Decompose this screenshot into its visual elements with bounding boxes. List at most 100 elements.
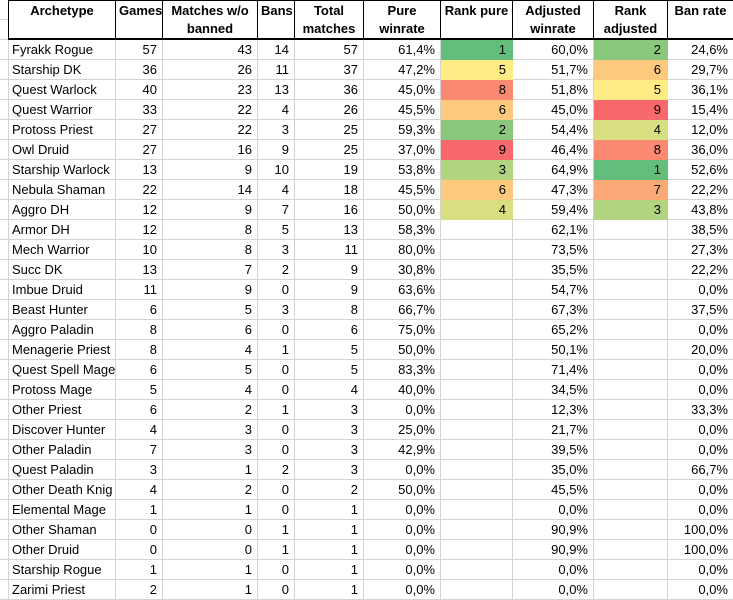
cell-matches_wo_banned[interactable]: 5 xyxy=(162,299,258,320)
cell-archetype[interactable]: Other Paladin xyxy=(8,439,116,460)
cell-matches_wo_banned[interactable]: 2 xyxy=(162,479,258,500)
cell-adjusted_winrate[interactable]: 64,9% xyxy=(512,159,594,180)
cell-pure_winrate[interactable]: 50,0% xyxy=(363,339,441,360)
cell-archetype[interactable]: Starship Rogue xyxy=(8,559,116,580)
cell-games[interactable]: 12 xyxy=(115,199,163,220)
cell-bans[interactable]: 10 xyxy=(257,159,295,180)
cell-rank_pure[interactable] xyxy=(440,579,513,600)
cell-pure_winrate[interactable]: 45,0% xyxy=(363,79,441,100)
cell-matches_wo_banned[interactable]: 5 xyxy=(162,359,258,380)
cell-archetype[interactable]: Owl Druid xyxy=(8,139,116,160)
cell-bans[interactable]: 13 xyxy=(257,79,295,100)
cell-adjusted_winrate[interactable]: 62,1% xyxy=(512,219,594,240)
cell-rank_pure[interactable] xyxy=(440,479,513,500)
cell-total_matches[interactable]: 4 xyxy=(294,379,364,400)
cell-archetype[interactable]: Mech Warrior xyxy=(8,239,116,260)
cell-adjusted_winrate[interactable]: 0,0% xyxy=(512,499,594,520)
cell-adjusted_winrate[interactable]: 71,4% xyxy=(512,359,594,380)
cell-ban_rate[interactable]: 36,1% xyxy=(667,79,733,100)
cell-games[interactable]: 4 xyxy=(115,419,163,440)
cell-games[interactable]: 3 xyxy=(115,459,163,480)
cell-ban_rate[interactable]: 0,0% xyxy=(667,479,733,500)
cell-archetype[interactable]: Aggro DH xyxy=(8,199,116,220)
cell-games[interactable]: 5 xyxy=(115,379,163,400)
column-header-pure_winrate[interactable]: Pure winrate xyxy=(363,0,441,40)
cell-bans[interactable]: 9 xyxy=(257,139,295,160)
cell-rank_adjusted[interactable] xyxy=(593,219,668,240)
cell-games[interactable]: 6 xyxy=(115,399,163,420)
cell-pure_winrate[interactable]: 0,0% xyxy=(363,519,441,540)
cell-total_matches[interactable]: 25 xyxy=(294,139,364,160)
cell-archetype[interactable]: Aggro Paladin xyxy=(8,319,116,340)
cell-archetype[interactable]: Zarimi Priest xyxy=(8,579,116,600)
cell-rank_adjusted[interactable] xyxy=(593,359,668,380)
cell-rank_pure[interactable]: 4 xyxy=(440,199,513,220)
cell-pure_winrate[interactable]: 59,3% xyxy=(363,119,441,140)
cell-games[interactable]: 13 xyxy=(115,159,163,180)
cell-ban_rate[interactable]: 24,6% xyxy=(667,39,733,60)
column-header-bans[interactable]: Bans xyxy=(257,0,295,40)
cell-games[interactable]: 6 xyxy=(115,359,163,380)
cell-pure_winrate[interactable]: 75,0% xyxy=(363,319,441,340)
cell-matches_wo_banned[interactable]: 26 xyxy=(162,59,258,80)
cell-matches_wo_banned[interactable]: 16 xyxy=(162,139,258,160)
cell-pure_winrate[interactable]: 42,9% xyxy=(363,439,441,460)
cell-adjusted_winrate[interactable]: 12,3% xyxy=(512,399,594,420)
cell-rank_adjusted[interactable] xyxy=(593,259,668,280)
cell-total_matches[interactable]: 6 xyxy=(294,319,364,340)
cell-ban_rate[interactable]: 15,4% xyxy=(667,99,733,120)
cell-archetype[interactable]: Protoss Priest xyxy=(8,119,116,140)
cell-adjusted_winrate[interactable]: 35,5% xyxy=(512,259,594,280)
cell-rank_pure[interactable] xyxy=(440,519,513,540)
cell-ban_rate[interactable]: 52,6% xyxy=(667,159,733,180)
cell-adjusted_winrate[interactable]: 39,5% xyxy=(512,439,594,460)
cell-pure_winrate[interactable]: 25,0% xyxy=(363,419,441,440)
cell-total_matches[interactable]: 16 xyxy=(294,199,364,220)
cell-total_matches[interactable]: 3 xyxy=(294,439,364,460)
cell-pure_winrate[interactable]: 0,0% xyxy=(363,499,441,520)
cell-ban_rate[interactable]: 29,7% xyxy=(667,59,733,80)
column-header-archetype[interactable]: Archetype xyxy=(8,0,116,40)
cell-games[interactable]: 8 xyxy=(115,319,163,340)
cell-adjusted_winrate[interactable]: 67,3% xyxy=(512,299,594,320)
cell-adjusted_winrate[interactable]: 59,4% xyxy=(512,199,594,220)
cell-rank_pure[interactable] xyxy=(440,459,513,480)
cell-rank_pure[interactable]: 6 xyxy=(440,99,513,120)
cell-rank_pure[interactable]: 6 xyxy=(440,179,513,200)
cell-rank_adjusted[interactable] xyxy=(593,519,668,540)
cell-bans[interactable]: 0 xyxy=(257,359,295,380)
cell-rank_adjusted[interactable] xyxy=(593,539,668,560)
cell-total_matches[interactable]: 9 xyxy=(294,259,364,280)
cell-adjusted_winrate[interactable]: 45,0% xyxy=(512,99,594,120)
cell-matches_wo_banned[interactable]: 0 xyxy=(162,519,258,540)
cell-bans[interactable]: 4 xyxy=(257,179,295,200)
cell-ban_rate[interactable]: 100,0% xyxy=(667,539,733,560)
cell-total_matches[interactable]: 3 xyxy=(294,419,364,440)
cell-archetype[interactable]: Quest Warrior xyxy=(8,99,116,120)
cell-ban_rate[interactable]: 0,0% xyxy=(667,559,733,580)
cell-adjusted_winrate[interactable]: 60,0% xyxy=(512,39,594,60)
cell-archetype[interactable]: Starship Warlock xyxy=(8,159,116,180)
cell-pure_winrate[interactable]: 58,3% xyxy=(363,219,441,240)
cell-archetype[interactable]: Other Shaman xyxy=(8,519,116,540)
cell-bans[interactable]: 0 xyxy=(257,479,295,500)
cell-games[interactable]: 1 xyxy=(115,559,163,580)
cell-bans[interactable]: 1 xyxy=(257,339,295,360)
cell-rank_adjusted[interactable] xyxy=(593,399,668,420)
cell-games[interactable]: 7 xyxy=(115,439,163,460)
cell-pure_winrate[interactable]: 45,5% xyxy=(363,99,441,120)
cell-pure_winrate[interactable]: 0,0% xyxy=(363,539,441,560)
cell-ban_rate[interactable]: 37,5% xyxy=(667,299,733,320)
column-header-total_matches[interactable]: Total matches xyxy=(294,0,364,40)
cell-adjusted_winrate[interactable]: 51,8% xyxy=(512,79,594,100)
cell-rank_pure[interactable]: 1 xyxy=(440,39,513,60)
cell-total_matches[interactable]: 1 xyxy=(294,519,364,540)
cell-pure_winrate[interactable]: 66,7% xyxy=(363,299,441,320)
cell-matches_wo_banned[interactable]: 9 xyxy=(162,159,258,180)
cell-rank_pure[interactable]: 5 xyxy=(440,59,513,80)
cell-bans[interactable]: 0 xyxy=(257,439,295,460)
cell-pure_winrate[interactable]: 50,0% xyxy=(363,479,441,500)
cell-matches_wo_banned[interactable]: 8 xyxy=(162,239,258,260)
cell-adjusted_winrate[interactable]: 34,5% xyxy=(512,379,594,400)
cell-matches_wo_banned[interactable]: 1 xyxy=(162,499,258,520)
